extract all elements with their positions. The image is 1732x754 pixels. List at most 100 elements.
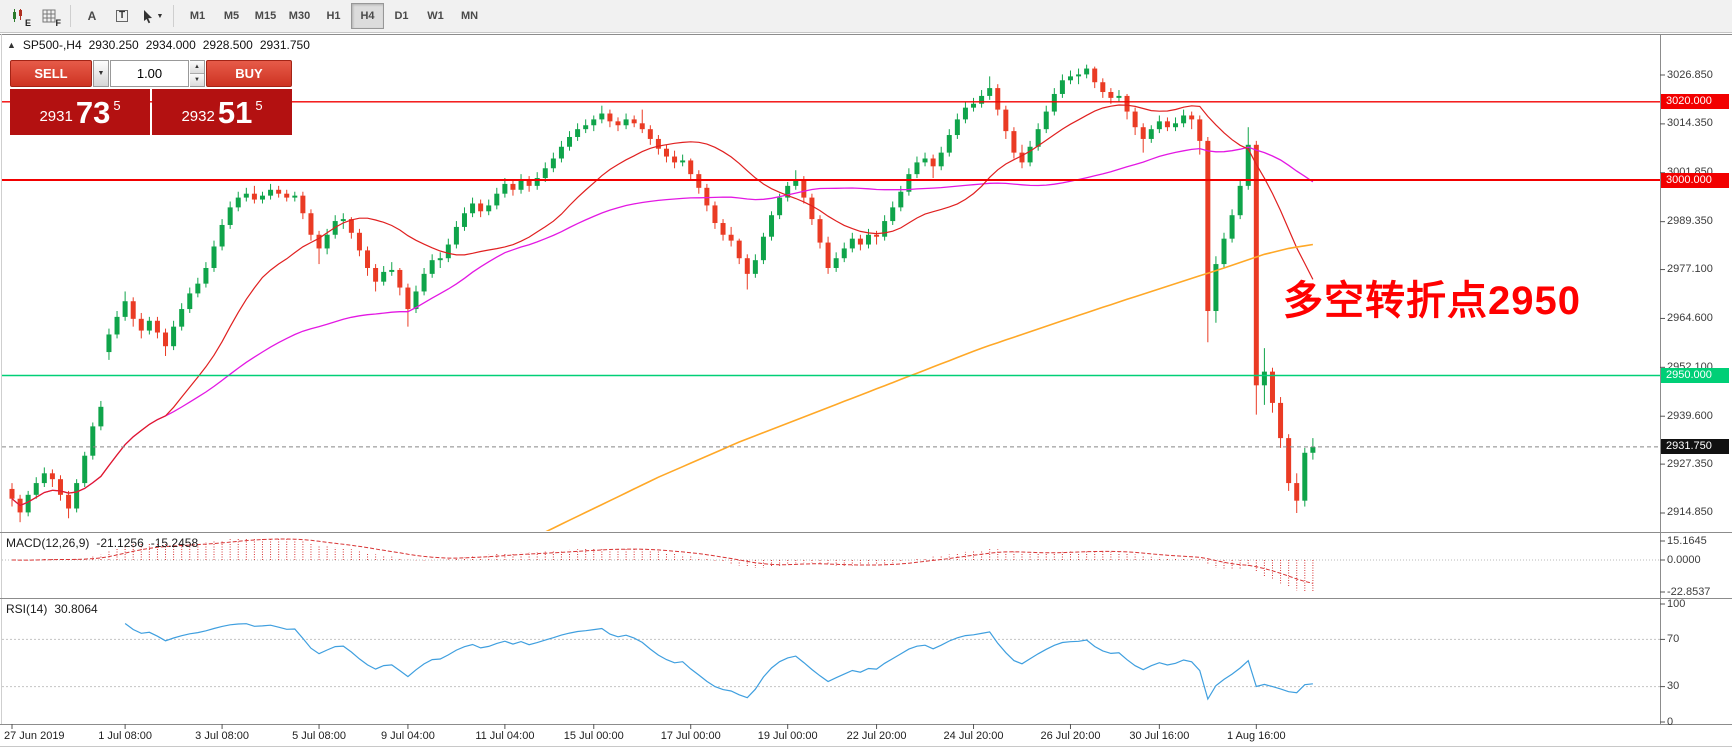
time-axis-label: 9 Jul 04:00: [380, 730, 435, 742]
text-tool-label: T: [115, 10, 129, 22]
macd-axis-label: 15.1645: [1667, 534, 1707, 547]
sell-button[interactable]: SELL: [10, 60, 92, 87]
volume-down-button[interactable]: ▼: [190, 74, 204, 86]
time-axis-label: 22 Jul 20:00: [846, 730, 907, 742]
oneclick-collapse-icon[interactable]: ▲: [7, 40, 16, 50]
time-axis-label: 11 Jul 04:00: [475, 730, 535, 742]
bar-open-value: 2930.250: [88, 38, 139, 52]
chart-ohlc-header: ▲ SP500-,H4 2930.250 2934.000 2928.500 2…: [7, 38, 310, 52]
rsi-axis-label: 0: [1667, 715, 1674, 728]
macd-label: MACD(12,26,9) -21.1256 -15.2458: [6, 536, 198, 550]
rsi-plot: [2, 623, 1660, 701]
fast-ma-line: [11, 104, 1314, 507]
timeframe-button-H4[interactable]: H4: [351, 3, 384, 29]
price-tick-label: 2914.850: [1667, 506, 1713, 519]
chart-text-annotation: 多空转折点2950: [1283, 279, 1581, 323]
slow-ma-line: [545, 243, 1314, 531]
timeframe-button-MN[interactable]: MN: [460, 10, 479, 22]
bid-pips: 73: [75, 94, 111, 130]
main-plot: [9, 64, 1316, 531]
time-axis-label: 24 Jul 20:00: [943, 730, 1004, 742]
macd-signal-value: -15.2458: [150, 536, 199, 550]
time-axis-label: 30 Jul 16:00: [1129, 730, 1190, 742]
indicator-grid-button[interactable]: F: [35, 3, 63, 29]
time-axis-label: 3 Jul 08:00: [195, 730, 249, 742]
price-level-badge: 3000.000: [1661, 172, 1729, 188]
timeframe-button-D1[interactable]: D1: [394, 10, 409, 22]
timeframe-button-H1[interactable]: H1: [326, 10, 341, 22]
timeframe-button-M15[interactable]: M15: [254, 10, 277, 22]
macd-signal-line: [11, 538, 1314, 584]
rsi-label: RSI(14) 30.8064: [6, 602, 98, 616]
ask-prefix: 2932: [181, 108, 215, 125]
macd-name: MACD(12,26,9): [6, 536, 90, 550]
price-level-badge: 3020.000: [1661, 94, 1729, 110]
time-axis-label: 1 Jul 08:00: [98, 730, 153, 742]
font-tool-label: A: [87, 9, 97, 23]
timeframe-button-W1[interactable]: W1: [427, 10, 444, 22]
time-axis-label: 1 Aug 16:00: [1226, 730, 1286, 742]
cursor-tool-button[interactable]: ▼: [138, 3, 166, 29]
bid-prefix: 2931: [39, 108, 73, 125]
timeframe-button-M5[interactable]: M5: [223, 10, 240, 22]
time-axis-label: 27 Jun 2019: [4, 730, 65, 742]
time-axis-label: 26 Jul 20:00: [1040, 730, 1101, 742]
timeframe-toolbar: M1 M5 M15 M30 H1 H4 D1 W1 MN: [181, 3, 486, 29]
price-tick-label: 2939.600: [1667, 409, 1713, 422]
rsi-line: [124, 623, 1313, 701]
cursor-icon: [143, 9, 152, 23]
volume-stepper: ▲ ▼: [190, 60, 205, 87]
candles-layer: [9, 64, 1316, 523]
rsi-axis-label: 30: [1667, 680, 1680, 693]
chevron-down-icon: ▼: [156, 12, 164, 20]
price-tick-label: 2989.350: [1667, 215, 1713, 228]
bar-low-value: 2928.500: [202, 38, 253, 52]
rsi-axis-label: 70: [1667, 632, 1680, 645]
bar-high-value: 2934.000: [145, 38, 196, 52]
macd-main-value: -21.1256: [96, 536, 144, 550]
time-axis-label: 15 Jul 00:00: [563, 730, 624, 742]
timeframe-button-M30[interactable]: M30: [288, 10, 311, 22]
macd-axis-label: 0.0000: [1667, 553, 1701, 566]
volume-input[interactable]: [110, 60, 189, 87]
timeframe-button-M1[interactable]: M1: [189, 10, 206, 22]
font-tool-button[interactable]: A: [78, 3, 106, 29]
bid-price-box[interactable]: 2931 73 5: [10, 89, 150, 135]
mid-ma-line: [11, 146, 1314, 507]
price-tick-label: 2927.350: [1667, 457, 1713, 470]
badge-e: E: [24, 18, 31, 28]
price-level-badge: 2950.000: [1661, 368, 1729, 384]
time-axis-label: 17 Jul 00:00: [660, 730, 721, 742]
price-tick-label: 3014.350: [1667, 117, 1713, 130]
rsi-axis-label: 100: [1667, 597, 1686, 610]
volume-up-button[interactable]: ▲: [190, 61, 204, 74]
rsi-name: RSI(14): [6, 602, 48, 616]
macd-axis-label: -22.8537: [1667, 585, 1711, 598]
symbol-period-label: SP500-,H4: [22, 38, 82, 52]
ask-price-box[interactable]: 2932 51 5: [152, 89, 292, 135]
price-tick-label: 2964.600: [1667, 311, 1713, 324]
bar-close-value: 2931.750: [259, 38, 310, 52]
text-label-tool-button[interactable]: T: [108, 3, 136, 29]
toolbar-separator: [173, 5, 174, 27]
time-axis-label: 19 Jul 00:00: [757, 730, 818, 742]
badge-f: F: [55, 18, 62, 28]
macd-plot: [2, 537, 1660, 592]
price-tick-label: 2977.100: [1667, 263, 1713, 276]
time-axis-label: 5 Jul 08:00: [292, 730, 346, 742]
buy-button[interactable]: BUY: [206, 60, 292, 87]
volume-dropdown-button[interactable]: ▼: [93, 60, 109, 87]
main-toolbar: E F A T ▼ M1 M5 M15 M30 H1 H4 D1 W1 MN: [0, 0, 1732, 33]
rsi-value: 30.8064: [54, 602, 98, 616]
toolbar-separator: [70, 5, 71, 27]
price-tick-label: 3026.850: [1667, 68, 1713, 81]
grid-icon: [42, 9, 55, 22]
bid-pipette: 5: [113, 98, 121, 113]
ask-pips: 51: [217, 94, 253, 130]
ask-pipette: 5: [255, 98, 263, 113]
current-price-badge: 2931.750: [1661, 439, 1729, 455]
caret-down-icon: ▼: [97, 70, 105, 77]
chart-candles-button[interactable]: E: [5, 3, 33, 29]
